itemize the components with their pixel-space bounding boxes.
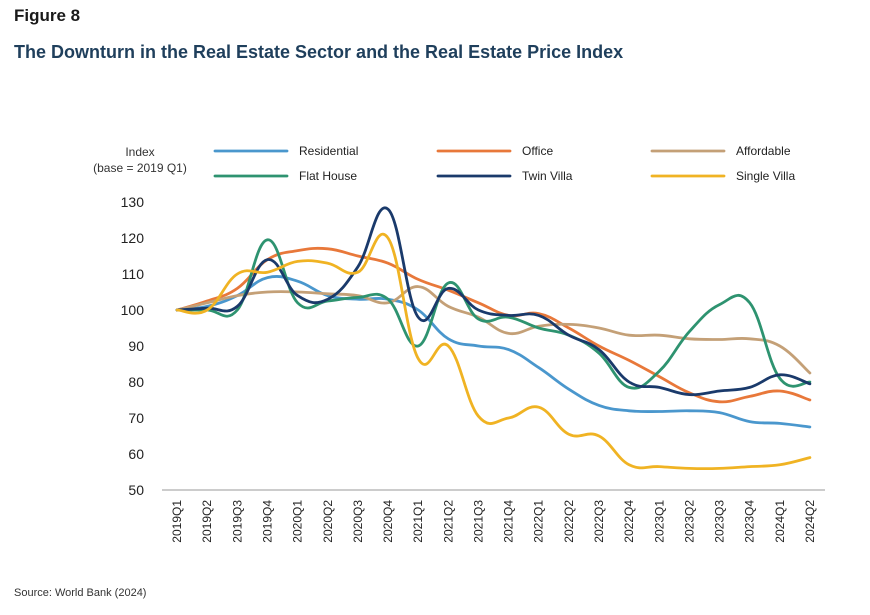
series-line-affordable	[175, 285, 812, 375]
series-line-flat-house	[175, 238, 812, 390]
series-line-residential	[175, 275, 812, 429]
series-lines	[175, 206, 812, 471]
x-tick-label: 2024Q2	[803, 500, 817, 543]
x-tick-label: 2022Q2	[562, 500, 576, 543]
x-tick-label: 2020Q4	[381, 500, 395, 543]
x-tick-label: 2019Q1	[170, 500, 184, 543]
x-tick-label: 2019Q2	[200, 500, 214, 543]
y-tick-label: 50	[128, 482, 144, 498]
y-axis: 50 60 70 80 90 100 110 120 130	[121, 194, 145, 498]
x-tick-label: 2021Q3	[471, 500, 485, 543]
x-tick-label: 2023Q1	[652, 500, 666, 543]
x-tick-label: 2022Q4	[622, 500, 636, 543]
legend-label-office: Office	[522, 144, 553, 158]
x-tick-label: 2021Q4	[502, 500, 516, 543]
y-tick-label: 80	[128, 374, 144, 390]
legend-label-affordable: Affordable	[736, 144, 791, 158]
line-chart: Residential Office Affordable Flat House Twi…	[121, 144, 825, 543]
y-tick-label: 90	[128, 338, 144, 354]
y-tick-label: 130	[121, 194, 145, 210]
x-tick-label: 2023Q3	[713, 500, 727, 543]
y-axis-label-line1: Index	[125, 145, 155, 159]
x-tick-label: 2021Q1	[411, 500, 425, 543]
series-line-twin-villa	[175, 206, 812, 397]
legend-label-residential: Residential	[299, 144, 358, 158]
x-tick-label: 2020Q3	[351, 500, 365, 543]
legend-label-twin-villa: Twin Villa	[522, 169, 573, 183]
y-tick-label: 70	[128, 410, 144, 426]
y-tick-label: 60	[128, 446, 144, 462]
x-tick-label: 2021Q2	[441, 500, 455, 543]
y-tick-label: 110	[122, 266, 145, 282]
legend: Residential Office Affordable Flat House Twi…	[213, 144, 795, 183]
x-tick-label: 2019Q4	[260, 500, 274, 543]
figure-label: Figure 8	[14, 6, 81, 25]
legend-label-flat-house: Flat House	[299, 169, 357, 183]
x-tick-label: 2022Q3	[592, 500, 606, 543]
x-tick-label: 2019Q3	[230, 500, 244, 543]
y-tick-label: 100	[121, 302, 145, 318]
series-line-office	[175, 246, 812, 404]
y-tick-label: 120	[121, 230, 145, 246]
y-axis-label-line2: (base = 2019 Q1)	[93, 161, 187, 175]
series-line-single-villa	[175, 233, 812, 471]
x-tick-label: 2020Q2	[321, 500, 335, 543]
x-tick-label: 2023Q4	[743, 500, 757, 543]
legend-label-single-villa: Single Villa	[736, 169, 795, 183]
x-tick-label: 2020Q1	[291, 500, 305, 543]
chart-title: The Downturn in the Real Estate Sector a…	[14, 42, 624, 62]
y-axis-label: Index (base = 2019 Q1)	[70, 144, 210, 176]
x-tick-label: 2024Q1	[773, 500, 787, 543]
x-tick-label: 2022Q1	[532, 500, 546, 543]
x-axis: 2019Q1 2019Q2 2019Q3 2019Q4 2020Q1 2020Q2 2020…	[162, 489, 825, 543]
x-tick-label: 2023Q2	[682, 500, 696, 543]
source-note: Source: World Bank (2024)	[14, 587, 147, 599]
